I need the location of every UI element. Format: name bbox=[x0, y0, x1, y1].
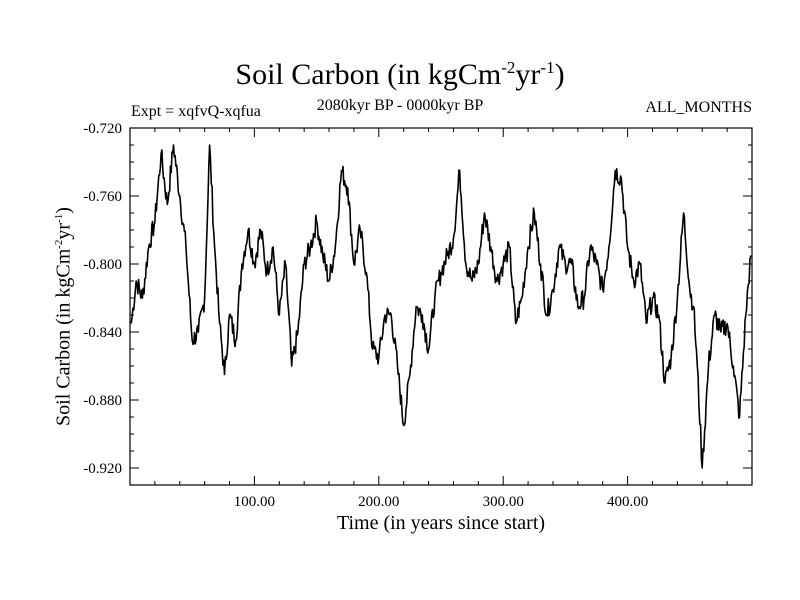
chart-subtitle: 2080kyr BP - 0000kyr BP bbox=[316, 97, 484, 114]
x-tick-label: 100.00 bbox=[234, 494, 275, 510]
y-tick-label: -0.720 bbox=[83, 121, 122, 137]
x-axis-label: Time (in years since start) bbox=[336, 512, 546, 534]
x-tick-label: 200.00 bbox=[358, 494, 399, 510]
y-tick-label: -0.800 bbox=[83, 257, 122, 273]
chart-title: Soil Carbon (in kgCm-2yr-1) bbox=[235, 58, 565, 91]
experiment-label: Expt = xqfvQ-xqfua bbox=[131, 103, 261, 120]
y-tick-label: -0.840 bbox=[83, 325, 122, 341]
x-tick-label: 400.00 bbox=[607, 494, 648, 510]
x-tick-label: 300.00 bbox=[483, 494, 524, 510]
plot-frame bbox=[129, 127, 753, 486]
y-tick-label: -0.880 bbox=[83, 393, 122, 409]
months-label: ALL_MONTHS bbox=[645, 99, 752, 116]
series-line bbox=[130, 144, 752, 469]
y-tick-label: -0.760 bbox=[83, 189, 122, 205]
y-axis-label: Soil Carbon (in kgCm-2yr-1) bbox=[52, 207, 75, 426]
y-tick-label: -0.920 bbox=[83, 461, 122, 477]
